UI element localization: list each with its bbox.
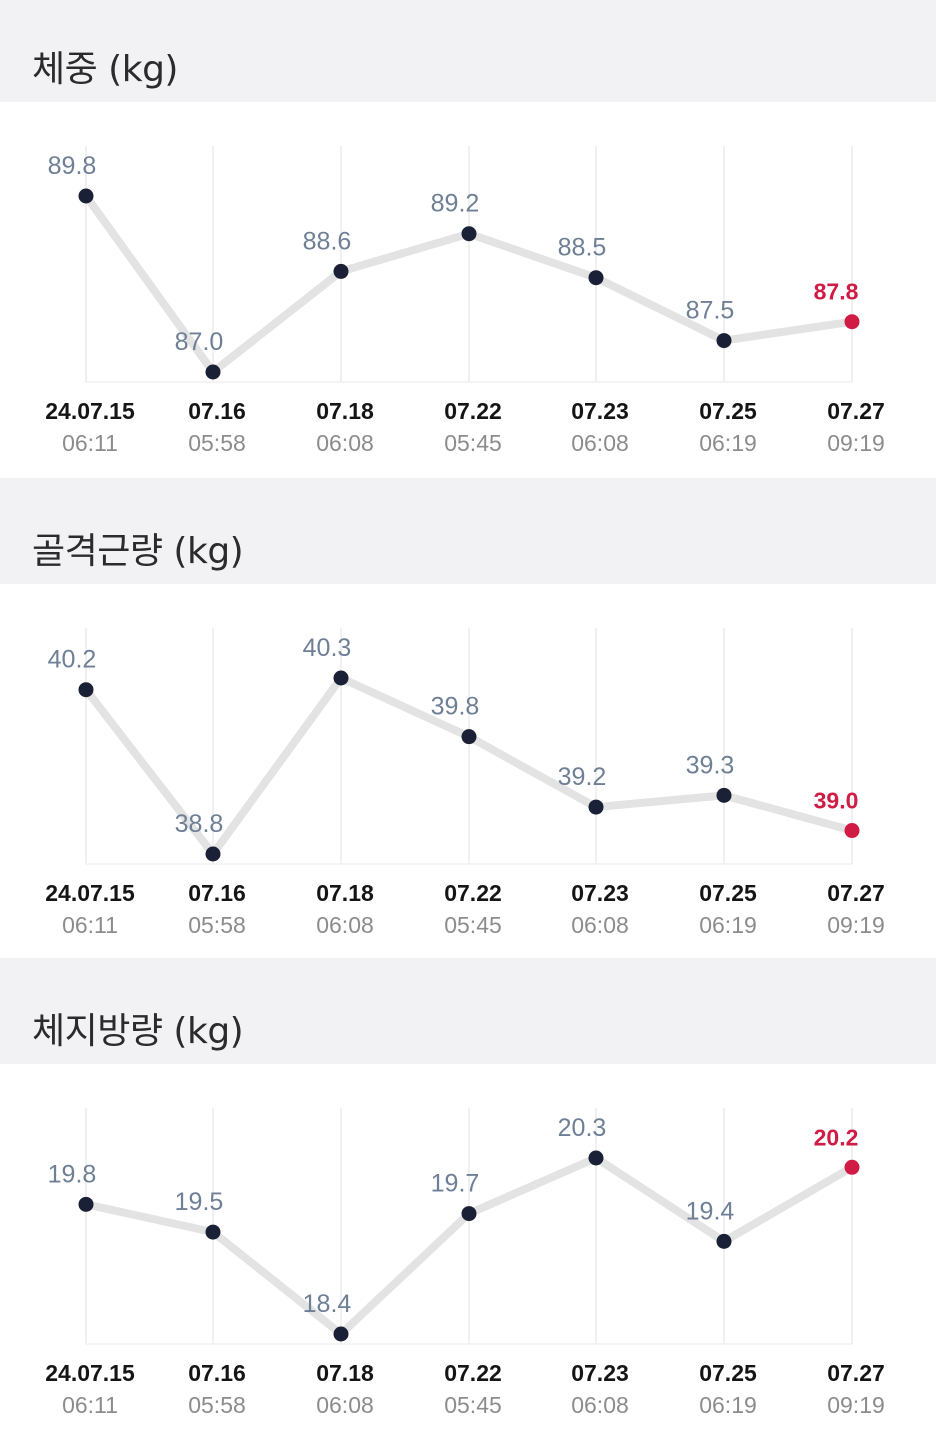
latest-value-label: 87.8: [814, 279, 859, 305]
data-point[interactable]: [205, 1224, 221, 1240]
data-point[interactable]: [716, 787, 732, 803]
value-label: 40.3: [303, 634, 352, 662]
muscle-chart-card: 40.2 38.8 40.3 39.8 39.2 39.3 39.0 24.07.15 06:1…: [0, 584, 936, 958]
x-tick-date: 07.25: [699, 1360, 757, 1386]
x-tick-time: 06:19: [699, 1392, 757, 1418]
x-tick-time: 09:19: [827, 1392, 885, 1418]
x-tick-time: 06:08: [316, 430, 374, 456]
x-tick-time: 06:11: [62, 430, 118, 456]
value-label: 19.8: [48, 1160, 97, 1188]
value-label: 87.5: [686, 297, 735, 325]
x-tick-date: 07.23: [571, 880, 629, 906]
muscle-chart: 40.2 38.8 40.3 39.8 39.2 39.3 39.0 24.07.15 06:1…: [45, 628, 885, 938]
data-point[interactable]: [333, 263, 349, 279]
fat-section-title: 체지방량 (kg): [32, 1011, 244, 1052]
x-tick-date: 07.23: [571, 1360, 629, 1386]
weight-chart-card: 89.8 87.0 88.6 89.2 88.5 87.5 87.8 24.07.15 06:1…: [0, 102, 936, 478]
data-point[interactable]: [588, 799, 604, 815]
x-tick-time: 06:19: [699, 912, 757, 938]
x-tick-time: 05:45: [444, 430, 502, 456]
value-label: 39.2: [558, 763, 607, 791]
value-label: 19.5: [175, 1188, 224, 1216]
data-point[interactable]: [716, 1233, 732, 1249]
weight-section-title: 체중 (kg): [32, 49, 178, 90]
x-tick-time: 05:58: [188, 1392, 246, 1418]
muscle-section-title: 골격근량 (kg): [32, 531, 244, 572]
x-tick-date: 07.22: [444, 1360, 502, 1386]
x-tick-time: 06:11: [62, 912, 118, 938]
value-label: 19.7: [431, 1170, 480, 1198]
value-label: 89.8: [48, 152, 97, 180]
x-tick-date: 07.27: [827, 880, 885, 906]
x-tick-date: 07.27: [827, 1360, 885, 1386]
x-tick-time: 05:45: [444, 1392, 502, 1418]
data-point[interactable]: [716, 333, 732, 349]
x-tick-time: 05:58: [188, 912, 246, 938]
weight-chart: 89.8 87.0 88.6 89.2 88.5 87.5 87.8 24.07.15 06:1…: [45, 146, 885, 456]
latest-data-point[interactable]: [844, 1159, 860, 1175]
data-point[interactable]: [333, 1326, 349, 1342]
data-point[interactable]: [205, 846, 221, 862]
x-tick-date: 24.07.15: [45, 1360, 135, 1386]
data-point[interactable]: [78, 1196, 94, 1212]
value-label: 87.0: [175, 328, 224, 356]
x-tick-time: 06:08: [316, 1392, 374, 1418]
x-tick-date: 07.22: [444, 398, 502, 424]
latest-data-point[interactable]: [844, 823, 860, 839]
fat-chart-card: 19.8 19.5 18.4 19.7 20.3 19.4 20.2 24.07.15 06:1…: [0, 1064, 936, 1440]
x-tick-date: 07.16: [188, 1360, 246, 1386]
x-tick-date: 07.16: [188, 398, 246, 424]
value-label: 88.5: [558, 234, 607, 262]
value-label: 89.2: [431, 190, 480, 218]
x-tick-time: 06:08: [571, 430, 629, 456]
weight-section-header: 체중 (kg): [0, 0, 936, 102]
latest-value-label: 20.2: [814, 1124, 859, 1150]
value-label: 39.3: [686, 751, 735, 779]
x-tick-date: 07.22: [444, 880, 502, 906]
data-point[interactable]: [461, 226, 477, 242]
value-label: 20.3: [558, 1114, 607, 1142]
data-point[interactable]: [461, 1206, 477, 1222]
x-tick-date: 24.07.15: [45, 880, 135, 906]
x-tick-time: 06:11: [62, 1392, 118, 1418]
data-point[interactable]: [588, 1150, 604, 1166]
latest-value-label: 39.0: [814, 788, 859, 814]
x-tick-time: 06:19: [699, 430, 757, 456]
x-tick-time: 06:08: [571, 912, 629, 938]
fat-section-header: 체지방량 (kg): [0, 958, 936, 1064]
x-tick-date: 07.18: [316, 398, 374, 424]
x-tick-time: 09:19: [827, 430, 885, 456]
x-tick-time: 05:58: [188, 430, 246, 456]
data-point[interactable]: [588, 270, 604, 286]
x-tick-time: 06:08: [571, 1392, 629, 1418]
x-tick-date: 07.27: [827, 398, 885, 424]
value-label: 18.4: [303, 1290, 352, 1318]
data-point[interactable]: [333, 670, 349, 686]
x-tick-date: 07.16: [188, 880, 246, 906]
value-label: 19.4: [686, 1197, 735, 1225]
x-tick-date: 07.25: [699, 398, 757, 424]
x-tick-time: 06:08: [316, 912, 374, 938]
value-label: 40.2: [48, 646, 97, 674]
x-tick-date: 07.18: [316, 880, 374, 906]
latest-data-point[interactable]: [844, 314, 860, 330]
x-tick-time: 05:45: [444, 912, 502, 938]
data-point[interactable]: [205, 364, 221, 380]
x-tick-date: 07.23: [571, 398, 629, 424]
value-label: 88.6: [303, 227, 352, 255]
data-point[interactable]: [461, 729, 477, 745]
x-tick-time: 09:19: [827, 912, 885, 938]
x-tick-date: 07.18: [316, 1360, 374, 1386]
fat-chart: 19.8 19.5 18.4 19.7 20.3 19.4 20.2 24.07.15 06:1…: [45, 1108, 885, 1418]
x-tick-date: 24.07.15: [45, 398, 135, 424]
value-label: 38.8: [175, 810, 224, 838]
data-point[interactable]: [78, 188, 94, 204]
muscle-section-header: 골격근량 (kg): [0, 478, 936, 584]
x-tick-date: 07.25: [699, 880, 757, 906]
data-point[interactable]: [78, 682, 94, 698]
value-label: 39.8: [431, 693, 480, 721]
